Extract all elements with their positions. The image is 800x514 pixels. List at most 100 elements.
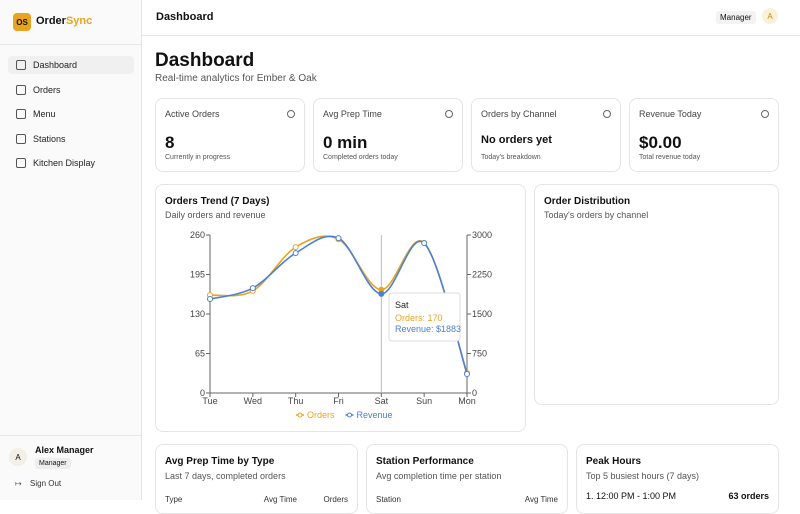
chart-subtitle: Daily orders and revenue (165, 210, 266, 220)
stat-value: No orders yet (481, 134, 552, 146)
point (249, 285, 256, 292)
sign-out[interactable]: Sign Out (30, 479, 62, 488)
nav-icon (16, 60, 26, 70)
nav-icon (16, 84, 26, 95)
stat-note: Today's breakdown (481, 154, 541, 161)
point (292, 250, 299, 257)
tooltip-line: Revenue: $1883 (395, 324, 461, 334)
stat-label: Revenue Today (639, 109, 702, 119)
x-tick-label: Mon (458, 396, 476, 406)
point (421, 240, 428, 247)
page-title: Dashboard (155, 50, 255, 71)
header-role: Manager (716, 11, 756, 24)
stat-value: 0 min (323, 133, 368, 152)
y-tick-label: 65 (195, 349, 205, 359)
y2-tick-label: 2250 (472, 270, 492, 280)
point (292, 244, 299, 251)
nav-icon (16, 158, 26, 168)
x-tick-label: Wed (244, 396, 262, 406)
row-cell: 63 orders (728, 491, 769, 501)
y-tick-label: 260 (190, 230, 205, 240)
nav-item[interactable]: Stations (8, 130, 134, 148)
x-tick-label: Tue (202, 396, 217, 406)
point (335, 235, 342, 242)
distribution-title: Order Distribution (544, 196, 631, 207)
panel-subtitle: Top 5 busiest hours (7 days) (586, 471, 700, 481)
point (378, 290, 385, 297)
brand: OrderSync (36, 15, 92, 27)
y2-tick-label: 0 (472, 388, 477, 398)
nav-item[interactable]: Orders (8, 81, 134, 99)
header: Dashboard Manager A (142, 0, 800, 36)
brand-a: Order (36, 15, 66, 27)
stat-note: Total revenue today (639, 154, 701, 161)
stat-note: Completed orders today (323, 154, 398, 161)
x-tick-label: Sun (416, 396, 432, 406)
chart-card: Orders Trend (7 Days) Daily orders and r… (155, 184, 526, 432)
stat-label: Orders by Channel (481, 109, 557, 119)
row-cell: 1. 12:00 PM - 1:00 PM (586, 491, 677, 501)
header-title: Dashboard (156, 11, 214, 23)
y2-tick-label: 3000 (472, 230, 492, 240)
nav-item[interactable]: Menu (8, 105, 134, 123)
panel-title: Avg Prep Time by Type (165, 456, 275, 467)
nav-icon (16, 109, 26, 119)
y-tick-label: 130 (190, 309, 205, 319)
y2-tick-label: 750 (472, 349, 487, 359)
stat-label: Avg Prep Time (323, 109, 382, 119)
chart: 0 65 130 195 260 0 750 1500 2250 3000 Tue Wed Thu Fri… (190, 230, 492, 420)
nav-label: Stations (33, 133, 66, 144)
sign-out-icon: ↦ (15, 479, 22, 488)
nav-item[interactable]: Kitchen Display (8, 154, 134, 172)
panel-title: Station Performance (376, 456, 474, 467)
stat-card: Avg Prep Time 0 min Completed orders today (313, 98, 463, 172)
distribution-subtitle: Today's orders by channel (544, 210, 649, 220)
x-tick-label: Fri (333, 396, 344, 406)
panel: Peak Hours Top 5 busiest hours (7 days) 1.… (576, 444, 779, 514)
stat-icon (287, 110, 295, 118)
point (207, 296, 213, 303)
stat-note: Currently in progress (165, 154, 230, 161)
user-role: Manager (35, 458, 71, 469)
panel: Avg Prep Time by Type Last 7 days, comple… (155, 444, 358, 514)
sidebar: OS OrderSync Dashboard Orders Menu Stations… (0, 0, 142, 500)
panel-subtitle: Avg completion time per station (376, 471, 502, 481)
panel-subtitle: Last 7 days, completed orders (165, 471, 286, 481)
panel: Station Performance Avg completion time p… (366, 444, 568, 514)
stat-card: Orders by Channel No orders yet Today's br… (471, 98, 621, 172)
stat-icon (761, 110, 769, 118)
y-tick-label: 0 (200, 388, 205, 398)
legend-label: Revenue (357, 410, 393, 420)
divider (0, 44, 141, 45)
tooltip-title: Sat (395, 300, 409, 310)
stat-icon (603, 110, 611, 118)
panel-title: Peak Hours (586, 456, 642, 467)
y2-tick-label: 1500 (472, 309, 492, 319)
stat-value: 8 (165, 133, 175, 152)
y-tick-label: 195 (190, 270, 205, 280)
nav-label: Dashboard (33, 60, 78, 70)
divider (0, 435, 141, 436)
nav-label: Kitchen Display (33, 158, 96, 168)
stat-icon (445, 110, 453, 118)
tooltip-line: Orders: 170 (395, 313, 443, 323)
header-avatar[interactable]: A (762, 8, 778, 24)
stat-label: Active Orders (165, 109, 220, 119)
page-subtitle: Real-time analytics for Ember & Oak (155, 73, 317, 84)
stat-card: Active Orders 8 Currently in progress (155, 98, 305, 172)
legend-dot (297, 412, 303, 418)
stat-card: Revenue Today $0.00 Total revenue today (629, 98, 779, 172)
user-name: Alex Manager (35, 445, 94, 455)
nav-item[interactable]: Dashboard (8, 56, 134, 74)
nav-label: Orders (33, 84, 61, 95)
x-tick-label: Sat (375, 396, 389, 406)
legend-label: Orders (307, 410, 335, 420)
logo: OS (13, 13, 31, 31)
nav-label: Menu (33, 109, 56, 119)
distribution-card: Order Distribution Today's orders by cha… (534, 184, 779, 405)
chart-title: Orders Trend (7 Days) (165, 196, 270, 207)
stat-value: $0.00 (639, 133, 682, 152)
x-tick-label: Thu (288, 396, 304, 406)
point (464, 371, 470, 378)
